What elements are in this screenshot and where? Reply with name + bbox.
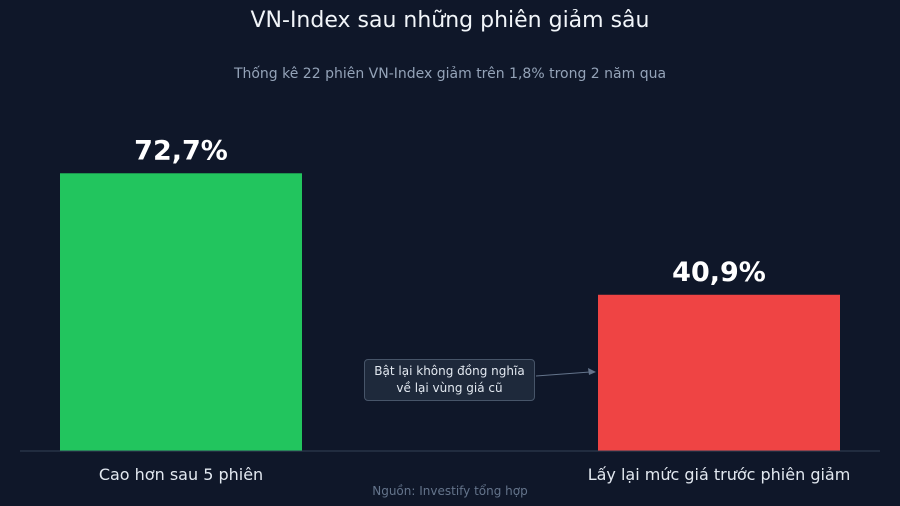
value-label-2: 40,9%: [672, 257, 766, 288]
chart-title: VN-Index sau những phiên giảm sâu: [250, 8, 650, 33]
source-note: Nguồn: Investify tổng hợp: [372, 484, 528, 498]
bar-1: [60, 173, 302, 451]
annotation-line-1: Bật lại không đồng nghĩa: [374, 364, 525, 378]
bar-2: [598, 294, 840, 451]
annotation-arrow-line: [535, 371, 591, 377]
category-label-1: Cao hơn sau 5 phiên: [99, 465, 263, 484]
annotation-line-2: về lại vùng giá cũ: [396, 381, 503, 395]
category-label-2: Lấy lại mức giá trước phiên giảm: [588, 465, 851, 484]
annotation-arrow-head: [588, 368, 596, 375]
annotation-callout: Bật lại không đồng nghĩa về lại vùng giá…: [364, 359, 535, 401]
chart-subtitle: Thống kê 22 phiên VN-Index giảm trên 1,8…: [233, 66, 667, 82]
value-label-1: 72,7%: [134, 135, 228, 166]
